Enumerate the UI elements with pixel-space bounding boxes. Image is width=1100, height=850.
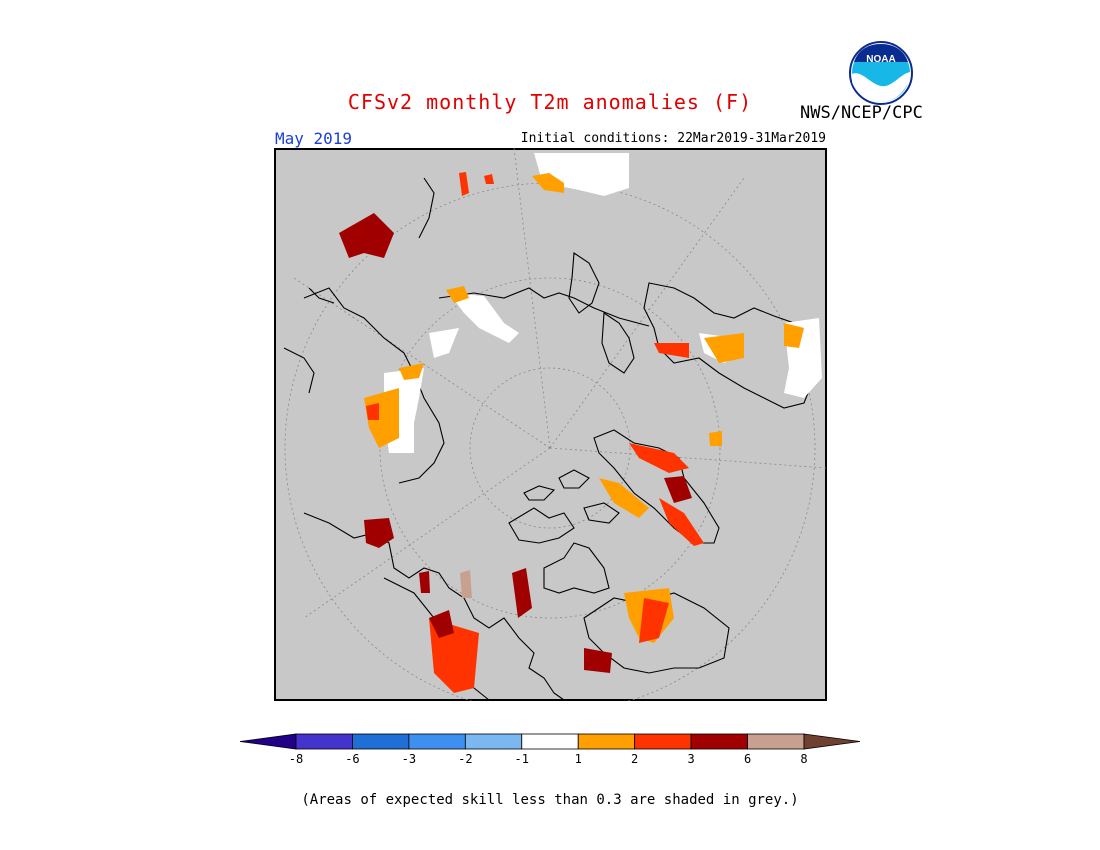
- anomaly-plus-1-to-2: [709, 431, 722, 446]
- anomaly-plus-2-to-3: [484, 174, 494, 184]
- anomaly-plus-1-to-2: [364, 388, 399, 448]
- map-title: CFSv2 monthly T2m anomalies (F): [347, 90, 753, 114]
- colorbar-segment: [239, 733, 297, 750]
- colorbar-segment: [747, 733, 805, 750]
- anomaly-plus-1-to-2: [704, 333, 744, 363]
- colorbar-tick-label: -3: [402, 752, 416, 766]
- colorbar-tick-label: 8: [800, 752, 807, 766]
- anomaly-near-normal: [429, 328, 459, 358]
- initial-conditions-label: Initial conditions: 22Mar2019-31Mar2019: [520, 131, 826, 146]
- anomaly-plus-2-to-3: [639, 598, 669, 643]
- anomaly-plus-2-to-3: [459, 172, 469, 196]
- anomaly-plus-3-to-6: [364, 518, 394, 548]
- colorbar-tick-label: 2: [631, 752, 638, 766]
- anomaly-plus-3-to-6: [664, 476, 692, 503]
- anomaly-plus-3-to-6: [429, 610, 454, 638]
- noaa-logo-text: NOAA: [866, 54, 895, 65]
- anomaly-plus-6-to-8: [460, 570, 472, 598]
- anomaly-plus-1-to-2: [399, 363, 424, 380]
- colorbar-tick-label: 1: [575, 752, 582, 766]
- anomaly-plus-3-to-6: [512, 568, 532, 618]
- colorbar-segment: [408, 733, 466, 750]
- anomaly-plus-1-to-2: [599, 478, 649, 518]
- colorbar-segment: [577, 733, 636, 750]
- colorbar: -8 -6 -3 -2 -1 1 2 3 6 8: [239, 733, 861, 766]
- colorbar-tick-label: 6: [744, 752, 751, 766]
- colorbar-tick-label: -8: [289, 752, 303, 766]
- agency-label: NWS/NCEP/CPC: [800, 103, 923, 123]
- noaa-logo: NOAA: [849, 41, 913, 105]
- colorbar-labels: -8 -6 -3 -2 -1 1 2 3 6 8: [289, 752, 808, 766]
- colorbar-segment: [295, 733, 353, 750]
- forecast-month: May 2019: [275, 129, 353, 148]
- colorbar-tick-label: -1: [515, 752, 529, 766]
- anomaly-plus-3-to-6: [584, 648, 612, 673]
- colorbar-tick-label: -2: [458, 752, 472, 766]
- anomaly-plus-2-to-3: [659, 498, 704, 546]
- polar-map: [274, 148, 827, 701]
- colorbar-segment: [690, 733, 748, 750]
- colorbar-segment: [464, 733, 523, 750]
- colorbar-tick-label: -6: [345, 752, 359, 766]
- colorbar-segment: [352, 733, 410, 750]
- colorbar-boxes: [239, 733, 861, 750]
- anomaly-plus-3-to-6: [419, 571, 430, 593]
- colorbar-segment: [634, 733, 692, 750]
- anomaly-plus-2-to-3: [366, 403, 379, 420]
- anomaly-plus-2-to-3: [629, 443, 689, 473]
- anomaly-plus-3-to-6: [339, 213, 394, 258]
- anomaly-plus-1-to-2: [532, 173, 564, 193]
- anomaly-plus-2-to-3: [654, 343, 689, 358]
- skill-footnote: (Areas of expected skill less than 0.3 a…: [301, 792, 799, 808]
- colorbar-tick-label: 3: [687, 752, 694, 766]
- anomaly-near-normal: [449, 293, 519, 343]
- colorbar-segment: [521, 733, 579, 750]
- colorbar-segment: [803, 733, 861, 750]
- anomaly-plus-1-to-2: [784, 323, 804, 348]
- anomaly-patches: [339, 153, 822, 693]
- anomaly-plus-1-to-2: [446, 286, 469, 303]
